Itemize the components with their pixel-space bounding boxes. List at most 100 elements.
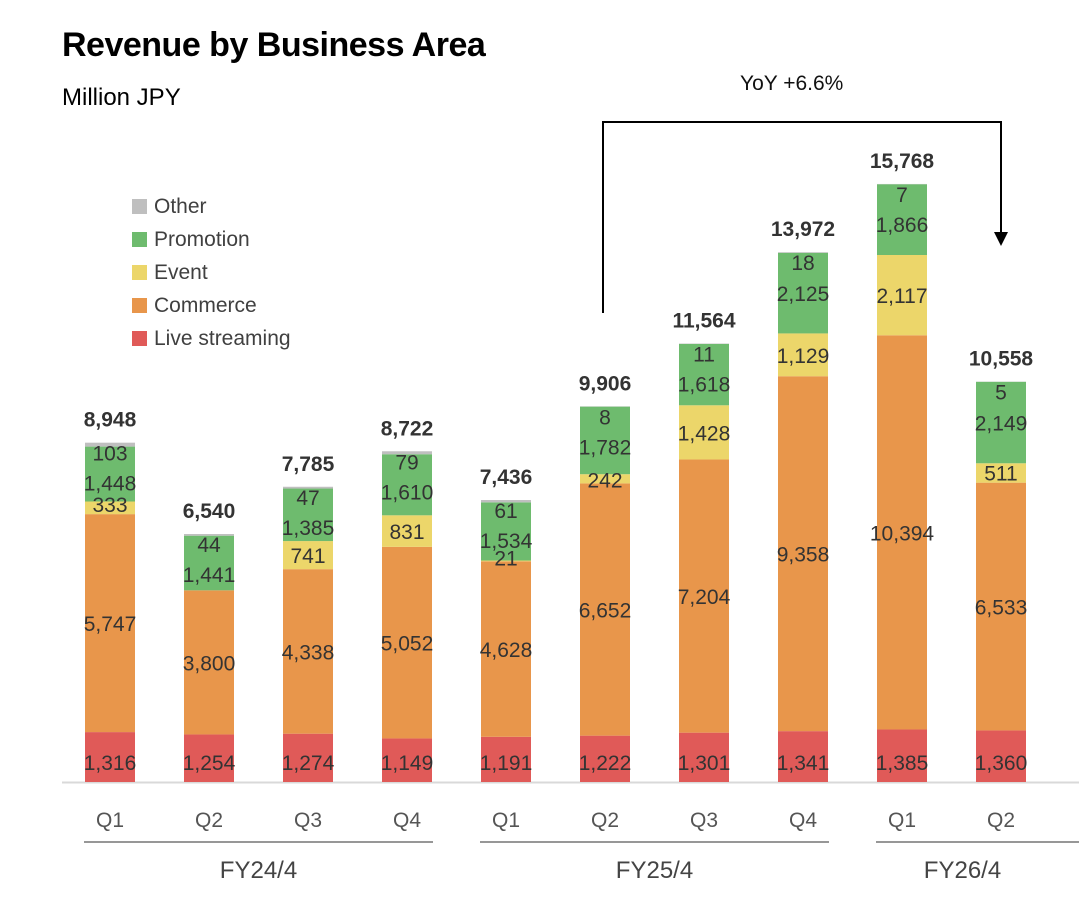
- data-label-other: 79: [395, 451, 418, 474]
- bar-segment-promotion: [481, 502, 531, 561]
- data-label-promotion: 1,534: [480, 530, 533, 553]
- data-label-live-streaming: 1,149: [381, 752, 434, 775]
- bar-segment-commerce: [85, 514, 135, 733]
- data-label-other: 5: [995, 382, 1007, 405]
- data-label-live-streaming: 1,191: [480, 752, 533, 775]
- bar-segment-other: [184, 534, 234, 536]
- total-label: 13,972: [771, 218, 835, 241]
- data-label-event: 511: [984, 463, 1017, 486]
- bar-segment-promotion: [382, 454, 432, 516]
- data-label-event: 741: [290, 545, 325, 568]
- bar-segment-promotion: [976, 381, 1026, 464]
- bar-segment-live-streaming: [778, 731, 828, 782]
- data-label-event: 21: [494, 547, 517, 570]
- x-tick-label: Q2: [195, 809, 223, 832]
- total-label: 7,785: [282, 453, 335, 476]
- data-label-commerce: 6,533: [975, 597, 1028, 620]
- data-label-live-streaming: 1,385: [876, 752, 929, 775]
- total-label: 7,436: [480, 466, 533, 489]
- x-tick-label: Q3: [690, 809, 718, 832]
- data-label-live-streaming: 1,301: [678, 752, 731, 775]
- total-label: 8,948: [84, 409, 137, 432]
- bar-segment-commerce: [976, 482, 1026, 731]
- data-label-promotion: 1,782: [579, 436, 632, 459]
- data-label-commerce: 5,747: [84, 613, 137, 636]
- bar-segment-live-streaming: [679, 732, 729, 782]
- data-label-other: 103: [92, 443, 127, 466]
- x-tick-label: Q1: [96, 809, 124, 832]
- bar-segment-event: [976, 463, 1026, 483]
- legend-swatch-live-streaming: [132, 331, 147, 346]
- legend-label-commerce: Commerce: [154, 293, 257, 317]
- data-label-live-streaming: 1,316: [84, 752, 137, 775]
- x-group-label: FY26/4: [924, 857, 1001, 884]
- bar-segment-commerce: [580, 483, 630, 736]
- bar-segment-event: [877, 254, 927, 336]
- bar-segment-live-streaming: [877, 729, 927, 782]
- bar-segment-commerce: [283, 569, 333, 734]
- total-label: 10,558: [969, 348, 1034, 371]
- data-label-live-streaming: 1,341: [777, 752, 830, 775]
- data-label-event: 1,129: [777, 345, 830, 368]
- data-label-event: 831: [389, 521, 424, 544]
- legend-swatch-commerce: [132, 298, 147, 313]
- bar-segment-other: [778, 252, 828, 253]
- bar-segment-commerce: [382, 546, 432, 739]
- bar-segment-commerce: [877, 335, 927, 730]
- total-label: 6,540: [183, 500, 236, 523]
- bar-segment-live-streaming: [85, 732, 135, 782]
- data-label-live-streaming: 1,360: [975, 752, 1028, 775]
- data-label-promotion: 1,441: [183, 564, 236, 587]
- total-label: 11,564: [672, 310, 735, 333]
- data-label-other: 18: [791, 252, 814, 275]
- bar-segment-promotion: [580, 406, 630, 475]
- bar-segment-live-streaming: [976, 730, 1026, 782]
- legend-label-live-streaming: Live streaming: [154, 326, 291, 350]
- yoy-annotation-label: YoY +6.6%: [740, 72, 844, 95]
- bar-segment-promotion: [877, 184, 927, 255]
- legend-label-event: Event: [154, 260, 208, 284]
- legend: Other Promotion Event Commerce Live stre…: [132, 190, 291, 355]
- bar-segment-other: [481, 500, 531, 503]
- data-label-promotion: 2,125: [777, 283, 830, 306]
- data-label-live-streaming: 1,274: [282, 752, 335, 775]
- yoy-bracket-line: [602, 121, 1002, 313]
- bar-segment-commerce: [481, 561, 531, 737]
- data-label-promotion: 1,618: [678, 374, 731, 397]
- data-label-promotion: 2,149: [975, 413, 1028, 436]
- bar-segment-event: [679, 405, 729, 460]
- total-label: 9,906: [579, 372, 632, 395]
- bar-segment-live-streaming: [283, 733, 333, 782]
- data-label-commerce: 7,204: [678, 586, 731, 609]
- bar-segment-other: [85, 442, 135, 447]
- x-group-label: FY25/4: [616, 857, 693, 884]
- bar-segment-promotion: [283, 488, 333, 542]
- data-label-promotion: 1,866: [876, 214, 929, 237]
- bar-segment-live-streaming: [580, 735, 630, 782]
- data-label-live-streaming: 1,254: [183, 752, 236, 775]
- chart-title: Revenue by Business Area: [62, 26, 486, 64]
- x-tick-label: Q2: [591, 809, 619, 832]
- chart-subtitle: Million JPY: [62, 84, 181, 111]
- data-label-commerce: 9,358: [777, 544, 830, 567]
- data-label-commerce: 6,652: [579, 600, 632, 623]
- bar-segment-live-streaming: [481, 736, 531, 782]
- bar-segment-promotion: [85, 446, 135, 502]
- data-label-other: 8: [599, 406, 611, 429]
- data-label-commerce: 5,052: [381, 633, 434, 656]
- legend-swatch-event: [132, 265, 147, 280]
- data-label-event: 1,428: [678, 422, 731, 445]
- x-tick-label: Q1: [492, 809, 520, 832]
- x-group-label: FY24/4: [220, 857, 297, 884]
- data-label-commerce: 10,394: [870, 522, 935, 545]
- bar-segment-event: [778, 333, 828, 377]
- legend-label-other: Other: [154, 194, 207, 218]
- legend-item-live-streaming: Live streaming: [132, 322, 291, 355]
- data-label-other: 47: [296, 487, 319, 510]
- data-label-promotion: 1,385: [282, 517, 335, 540]
- bar-segment-other: [382, 451, 432, 455]
- legend-item-commerce: Commerce: [132, 289, 291, 322]
- bar-segment-event: [283, 541, 333, 570]
- bar-segment-event: [580, 474, 630, 484]
- bar-segment-commerce: [184, 590, 234, 735]
